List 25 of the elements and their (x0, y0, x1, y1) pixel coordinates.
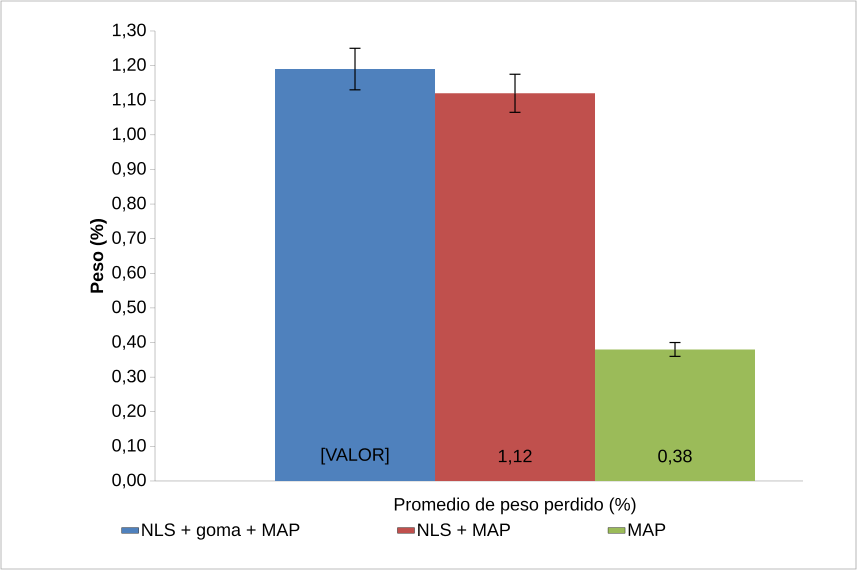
y-tick-label: 1,00 (112, 127, 146, 142)
y-tick-label: 0,90 (112, 162, 146, 177)
legend-label: NLS + MAP (418, 523, 510, 536)
x-tick-label: Promedio de peso perdido (%) (394, 498, 636, 514)
data-label: 1,12 (498, 450, 532, 464)
y-tick-label: 0,70 (112, 231, 146, 246)
y-tick-label: 1,20 (112, 58, 146, 74)
y-tick-label: 0,00 (112, 474, 146, 488)
y-tick-label: 0,80 (112, 196, 146, 212)
bar (595, 349, 756, 481)
y-tick-label: 0,10 (112, 438, 146, 454)
y-axis-title: Peso (%) (90, 219, 107, 293)
data-label: 0,38 (658, 450, 692, 464)
data-label: [VALOR] (322, 448, 388, 464)
y-tick-label: 1,10 (112, 92, 146, 108)
y-tick-label: 1,30 (112, 24, 146, 38)
y-tick-label: 0,60 (112, 266, 146, 281)
y-tick-label: 0,20 (112, 404, 146, 420)
legend-label: NLS + goma + MAP (142, 523, 300, 540)
bar (435, 93, 596, 481)
bar (275, 69, 436, 481)
legend-label: MAP (628, 524, 666, 536)
y-tick-label: 0,50 (112, 300, 146, 316)
y-tick-label: 0,40 (112, 335, 146, 350)
y-tick-label: 0,30 (112, 370, 146, 385)
